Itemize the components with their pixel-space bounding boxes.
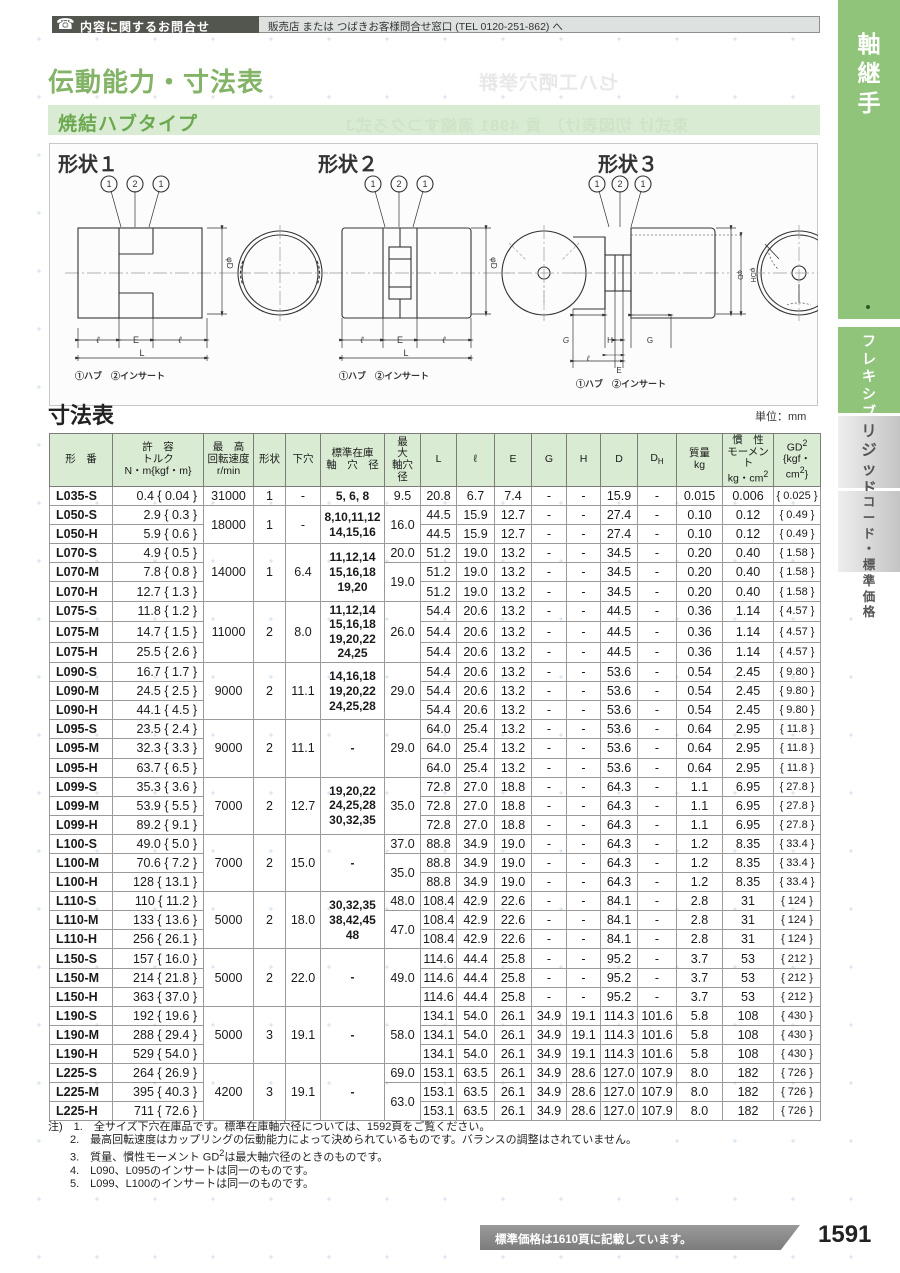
svg-text:E: E xyxy=(397,335,403,345)
svg-text:2: 2 xyxy=(617,179,622,189)
svg-text:ℓ: ℓ xyxy=(178,335,182,345)
svg-text:ℓ: ℓ xyxy=(586,354,590,363)
svg-text:1: 1 xyxy=(422,179,427,189)
svg-text:G: G xyxy=(647,336,653,345)
svg-text:ℓ: ℓ xyxy=(442,335,446,345)
svg-text:G: G xyxy=(563,336,569,345)
svg-text:2: 2 xyxy=(396,179,401,189)
svg-text:φD: φD xyxy=(489,257,499,269)
svg-text:E: E xyxy=(133,335,139,345)
svg-text:①ハブ ②インサート: ①ハブ ②インサート xyxy=(75,370,165,381)
svg-text:①ハブ ②インサート: ①ハブ ②インサート xyxy=(576,378,666,389)
svg-text:E: E xyxy=(616,366,621,375)
svg-text:1: 1 xyxy=(370,179,375,189)
svg-text:H: H xyxy=(607,336,613,345)
svg-text:φD: φD xyxy=(225,257,235,269)
svg-text:φDH: φDH xyxy=(749,268,756,283)
svg-text:1: 1 xyxy=(640,179,645,189)
svg-text:φD: φD xyxy=(736,270,743,280)
svg-text:1: 1 xyxy=(158,179,163,189)
svg-text:1: 1 xyxy=(594,179,599,189)
svg-text:①ハブ ②インサート: ①ハブ ②インサート xyxy=(339,370,429,381)
svg-text:2: 2 xyxy=(132,179,137,189)
svg-text:ℓ: ℓ xyxy=(96,335,100,345)
svg-text:ℓ: ℓ xyxy=(360,335,364,345)
svg-text:L: L xyxy=(403,348,408,358)
svg-text:L: L xyxy=(139,348,144,358)
svg-text:1: 1 xyxy=(106,179,111,189)
